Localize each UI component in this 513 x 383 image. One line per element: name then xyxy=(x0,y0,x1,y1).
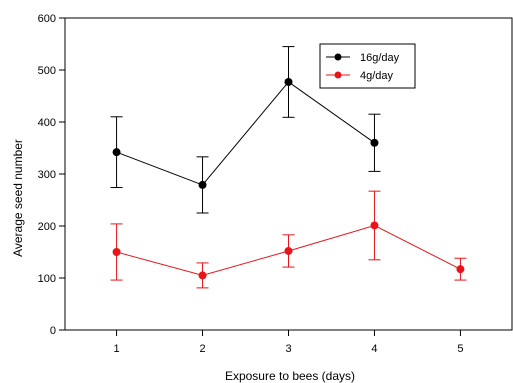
y-tick-label: 0 xyxy=(50,325,56,337)
data-point xyxy=(112,248,121,256)
legend-swatch-marker xyxy=(334,53,342,61)
series-2 xyxy=(110,190,467,289)
y-tick-label: 500 xyxy=(38,65,56,77)
x-axis-label: Exposure to bees (days) xyxy=(225,369,355,383)
data-point xyxy=(198,271,207,280)
series-1 xyxy=(110,46,381,214)
x-tick-label: 2 xyxy=(199,343,205,355)
data-point xyxy=(370,138,379,147)
y-tick-label: 100 xyxy=(38,273,56,285)
data-point xyxy=(112,148,121,157)
legend-swatch-marker xyxy=(334,71,342,79)
legend-item: 4g/day xyxy=(326,70,394,82)
series-line xyxy=(116,81,375,186)
y-axis-label: Average seed number xyxy=(11,139,25,257)
y-tick-label: 200 xyxy=(38,221,56,233)
x-axis-ticks: 1 2 3 4 5 xyxy=(114,330,463,355)
y-tick-label: 300 xyxy=(38,169,56,181)
legend-item: 16g/day xyxy=(326,52,400,64)
y-tick-label: 600 xyxy=(38,13,56,25)
x-tick-label: 3 xyxy=(285,343,291,355)
x-tick-label: 4 xyxy=(371,343,377,355)
data-point xyxy=(198,180,207,189)
x-tick-label: 1 xyxy=(114,343,120,355)
data-point xyxy=(284,77,293,86)
x-tick-label: 5 xyxy=(457,343,463,355)
legend-label: 4g/day xyxy=(360,70,394,82)
legend-box xyxy=(319,43,416,89)
legend: 16g/day 4g/day xyxy=(319,43,416,89)
data-point xyxy=(284,246,293,255)
series-layer xyxy=(110,46,467,289)
data-point xyxy=(456,265,465,274)
y-axis-ticks: 0 100 200 300 400 500 600 xyxy=(38,13,65,337)
data-point xyxy=(370,221,379,230)
legend-label: 16g/day xyxy=(360,52,400,64)
y-tick-label: 400 xyxy=(38,117,56,129)
